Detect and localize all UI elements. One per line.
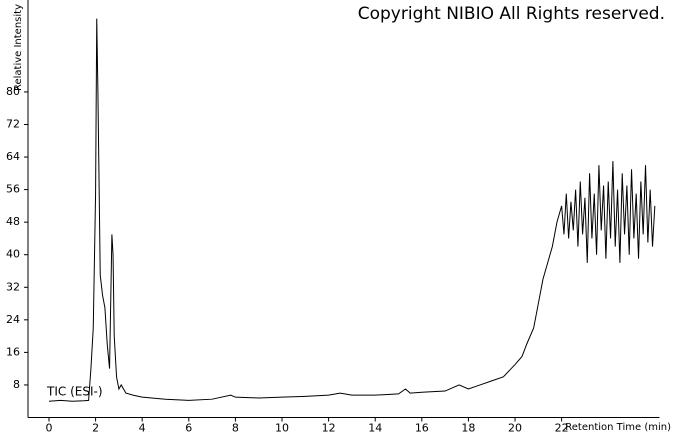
y-tick-label: 64	[6, 150, 20, 163]
x-tick-label: 6	[185, 422, 192, 433]
y-tick-label: 24	[6, 313, 20, 326]
y-axis-label: Relative Intensity	[13, 4, 24, 91]
x-tick-label: 12	[322, 422, 336, 433]
x-tick-label: 20	[508, 422, 522, 433]
x-tick-label: 16	[415, 422, 429, 433]
x-tick-label: 10	[275, 422, 289, 433]
x-tick-label: 18	[461, 422, 475, 433]
y-tick-label: 56	[6, 183, 20, 196]
annotation: TIC (ESI-)	[46, 385, 103, 399]
x-tick-label: 8	[232, 422, 239, 433]
y-tick-label: 72	[6, 117, 20, 130]
y-tick-label: 80	[6, 85, 20, 98]
chromatogram-line	[48, 18, 656, 402]
y-tick-label: 8	[13, 378, 20, 391]
x-tick-label: 4	[139, 422, 146, 433]
x-tick-label: 22	[555, 422, 569, 433]
chart-title: Copyright NIBIO All Rights reserved.	[358, 4, 665, 24]
y-tick-label: 16	[6, 345, 20, 358]
x-axis-label: Retention Time (min)	[565, 422, 671, 433]
x-tick-label: 2	[92, 422, 99, 433]
y-tick-label: 48	[6, 215, 20, 228]
x-tick-label: 14	[368, 422, 382, 433]
x-tick-label: 0	[45, 422, 52, 433]
y-tick-label: 32	[6, 280, 20, 293]
y-tick-label: 40	[6, 248, 20, 261]
